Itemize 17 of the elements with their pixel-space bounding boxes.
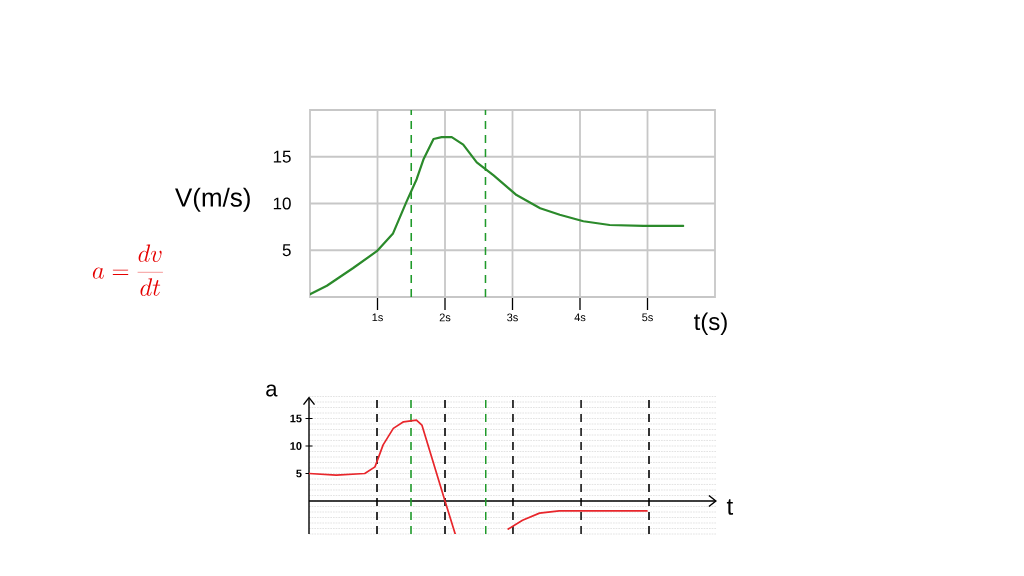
x-tick-label: 4s	[574, 313, 586, 322]
y-tick-label: 15	[273, 150, 291, 163]
y-tick-label: 5	[296, 469, 302, 478]
x-tick-label: 5s	[642, 313, 653, 322]
x-tick-label: 3s	[507, 313, 518, 322]
y-tick-label: 5	[282, 244, 291, 257]
y-tick-label: 10	[273, 197, 291, 210]
y-axis-title: V(m/s)	[175, 187, 250, 212]
x-tick-label: 2s	[439, 313, 451, 322]
line-series	[310, 136, 685, 296]
y-tick-label: 15	[290, 414, 302, 423]
x-axis-title: t(s)	[693, 312, 727, 335]
x-tick-label: 1s	[372, 313, 383, 322]
text: $a=\frac{dv}{dt}$	[92, 244, 163, 296]
y-tick-label: 10	[290, 442, 302, 450]
x-axis-title: t	[726, 499, 734, 515]
y-axis-title: a	[266, 384, 278, 397]
